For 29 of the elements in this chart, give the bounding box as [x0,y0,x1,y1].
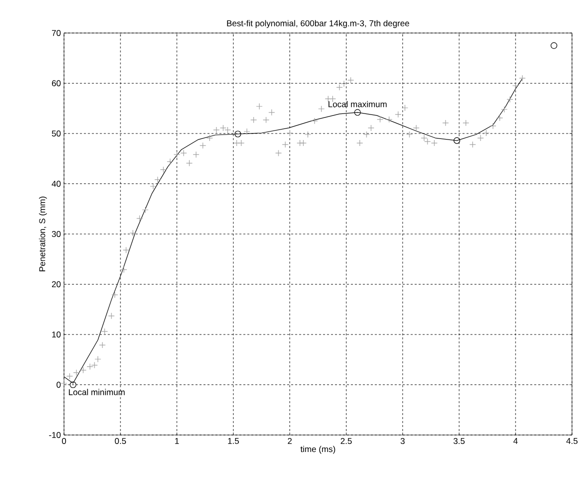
y-tick-label: 70 [52,30,61,36]
x-tick-label: 0 [62,438,66,444]
x-tick-label: 2.5 [340,438,352,444]
x-tick-label: 0.5 [114,438,126,444]
point [70,381,76,388]
y-tick-label: 40 [52,180,61,187]
annotation: Local minimum [68,388,125,396]
x-tick-label: 2 [288,438,292,444]
y-tick-label: 0 [56,382,61,388]
x-tick-label: 4 [513,438,518,444]
y-tick-label: 10 [52,332,61,338]
point [354,109,361,116]
annotation: Local maximum [328,100,387,108]
x-axis-title: time (ms) [300,446,336,454]
y-tick-label: 60 [52,80,61,86]
y-tick-label: 30 [52,231,61,237]
chart-title: Best-fit polynomial, 600bar 14kg.m-3, 7th degree [227,20,410,28]
x-tick-label: 1.5 [228,438,239,444]
y-tick-label: 20 [52,281,61,288]
x-tick-label: 1 [175,438,179,444]
y-tick-label: 50 [52,130,61,136]
x-tick-label: 3.5 [454,438,465,444]
y-axis-title: Penetration, S (mm) [38,196,47,272]
point [550,42,558,49]
point [234,130,242,138]
y-tick-label: -10 [49,432,61,438]
point [454,137,460,144]
x-tick-label: 4.5 [566,438,578,444]
x-tick-label: 3 [400,438,405,444]
